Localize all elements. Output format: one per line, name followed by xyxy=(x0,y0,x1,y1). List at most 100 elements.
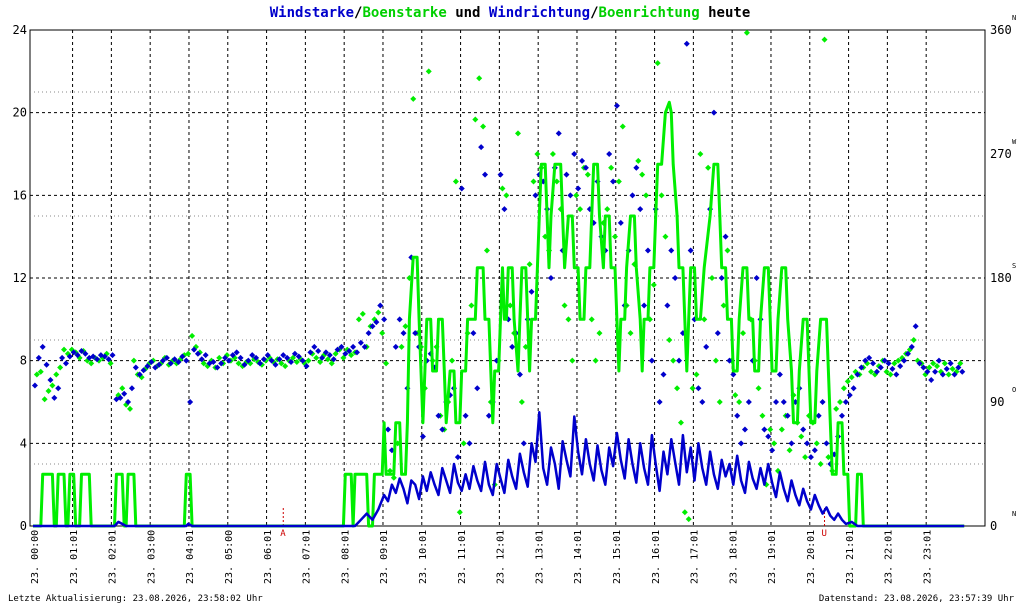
y-left-tick-label: 12 xyxy=(13,271,27,285)
wind-direction-point xyxy=(769,447,776,454)
gust-direction-point xyxy=(425,68,432,75)
title-mid: und xyxy=(446,5,489,21)
x-tick-label: 23. 05:00 xyxy=(224,530,235,584)
gust-direction-point xyxy=(189,332,196,339)
wind-direction-point xyxy=(563,171,570,178)
gust-direction-point xyxy=(732,392,739,399)
wind-direction-point xyxy=(435,412,442,419)
gust-direction-point xyxy=(612,233,618,240)
wind-direction-point xyxy=(396,316,403,323)
wind-direction-point xyxy=(121,390,128,397)
x-tick-label: 23. 10:01 xyxy=(418,530,429,584)
wind-direction-point xyxy=(943,365,950,372)
gust-direction-point xyxy=(771,440,778,447)
gust-direction-point xyxy=(615,178,622,185)
wind-direction-point xyxy=(346,348,353,355)
wind-direction-point xyxy=(152,364,159,371)
gust-speed-line xyxy=(33,100,965,528)
gust-direction-point xyxy=(949,365,956,372)
wind-direction-point xyxy=(322,349,329,356)
y-right-tick-label: 360 xyxy=(990,23,1012,37)
wind-direction-point xyxy=(342,350,349,357)
wind-direction-point xyxy=(291,350,298,357)
wind-direction-point xyxy=(365,330,372,337)
wind-direction-point xyxy=(811,447,818,454)
gust-direction-point xyxy=(755,385,762,392)
gust-direction-point xyxy=(313,354,320,361)
wind-direction-point xyxy=(730,371,737,378)
wind-direction-point xyxy=(357,339,364,346)
wind-direction-point xyxy=(741,426,748,433)
gust-direction-point xyxy=(608,164,615,171)
wind-direction-point xyxy=(478,144,485,151)
wind-direction-point xyxy=(229,352,236,359)
wind-direction-point xyxy=(761,426,768,433)
wind-direction-point xyxy=(132,364,139,371)
gust-direction-point xyxy=(945,371,952,378)
wind-direction-point xyxy=(369,323,376,330)
gust-direction-point xyxy=(499,185,506,192)
wind-direction-point xyxy=(873,368,880,375)
wind-direction-point xyxy=(31,382,38,389)
wind-direction-point xyxy=(148,359,155,366)
wind-direction-point xyxy=(947,360,954,367)
gust-direction-point xyxy=(840,385,847,392)
gust-direction-point xyxy=(778,426,785,433)
gust-direction-point xyxy=(530,178,537,185)
gust-direction-point xyxy=(185,350,192,357)
wind-direction-point xyxy=(295,353,302,360)
wind-direction-point xyxy=(82,350,89,357)
gust-direction-point xyxy=(662,233,669,240)
wind-direction-point xyxy=(629,192,636,199)
gust-direction-point xyxy=(883,368,890,375)
wind-direction-point xyxy=(547,275,554,281)
wind-direction-point xyxy=(532,192,539,199)
gust-direction-point xyxy=(709,275,715,281)
wind-direction-point xyxy=(109,352,116,359)
wind-direction-point xyxy=(889,365,896,372)
chart-title: Windstarke/Boenstarke und Windrichtung/B… xyxy=(0,5,1020,21)
gust-direction-point xyxy=(119,385,126,392)
wind-direction-point xyxy=(167,360,174,367)
wind-direction-point xyxy=(373,319,380,326)
gust-direction-point xyxy=(689,385,696,392)
wind-direction-point xyxy=(319,354,326,361)
gust-direction-point xyxy=(654,60,661,67)
gust-direction-point xyxy=(282,363,289,370)
wind-direction-point xyxy=(284,354,291,361)
wind-direction-point xyxy=(159,357,166,364)
gust-direction-point xyxy=(379,330,386,337)
wind-direction-point xyxy=(249,352,256,359)
y-right-tick-label: 0 xyxy=(990,519,997,533)
direction-letter: S xyxy=(1012,262,1016,270)
wind-direction-point xyxy=(253,354,260,361)
wind-direction-point xyxy=(528,288,535,295)
wind-direction-point xyxy=(582,164,589,171)
wind-direction-point xyxy=(676,357,683,364)
gust-direction-point xyxy=(33,371,40,378)
wind-direction-point xyxy=(745,399,752,405)
gust-direction-point xyxy=(328,360,335,367)
wind-direction-point xyxy=(776,371,783,378)
wind-direction-point xyxy=(726,357,733,364)
wind-direction-point xyxy=(683,40,690,47)
gust-direction-point xyxy=(518,399,525,405)
wind-direction-point xyxy=(862,357,869,364)
wind-direction-point xyxy=(482,171,489,178)
wind-direction-point xyxy=(687,247,694,254)
wind-direction-point xyxy=(78,348,85,355)
gust-direction-point xyxy=(833,405,840,412)
gust-direction-point xyxy=(305,357,312,364)
wind-direction-point xyxy=(788,440,795,447)
gust-direction-point xyxy=(635,157,642,164)
gust-direction-point xyxy=(216,354,223,361)
gust-direction-point xyxy=(200,360,207,367)
gust-direction-point xyxy=(743,29,750,36)
wind-direction-point xyxy=(458,185,465,192)
title-part-wind: Windstarke xyxy=(269,5,355,21)
gust-direction-point xyxy=(375,309,382,316)
wind-speed-line xyxy=(33,411,965,528)
gust-direction-point xyxy=(561,302,568,309)
gust-direction-point xyxy=(235,360,242,367)
